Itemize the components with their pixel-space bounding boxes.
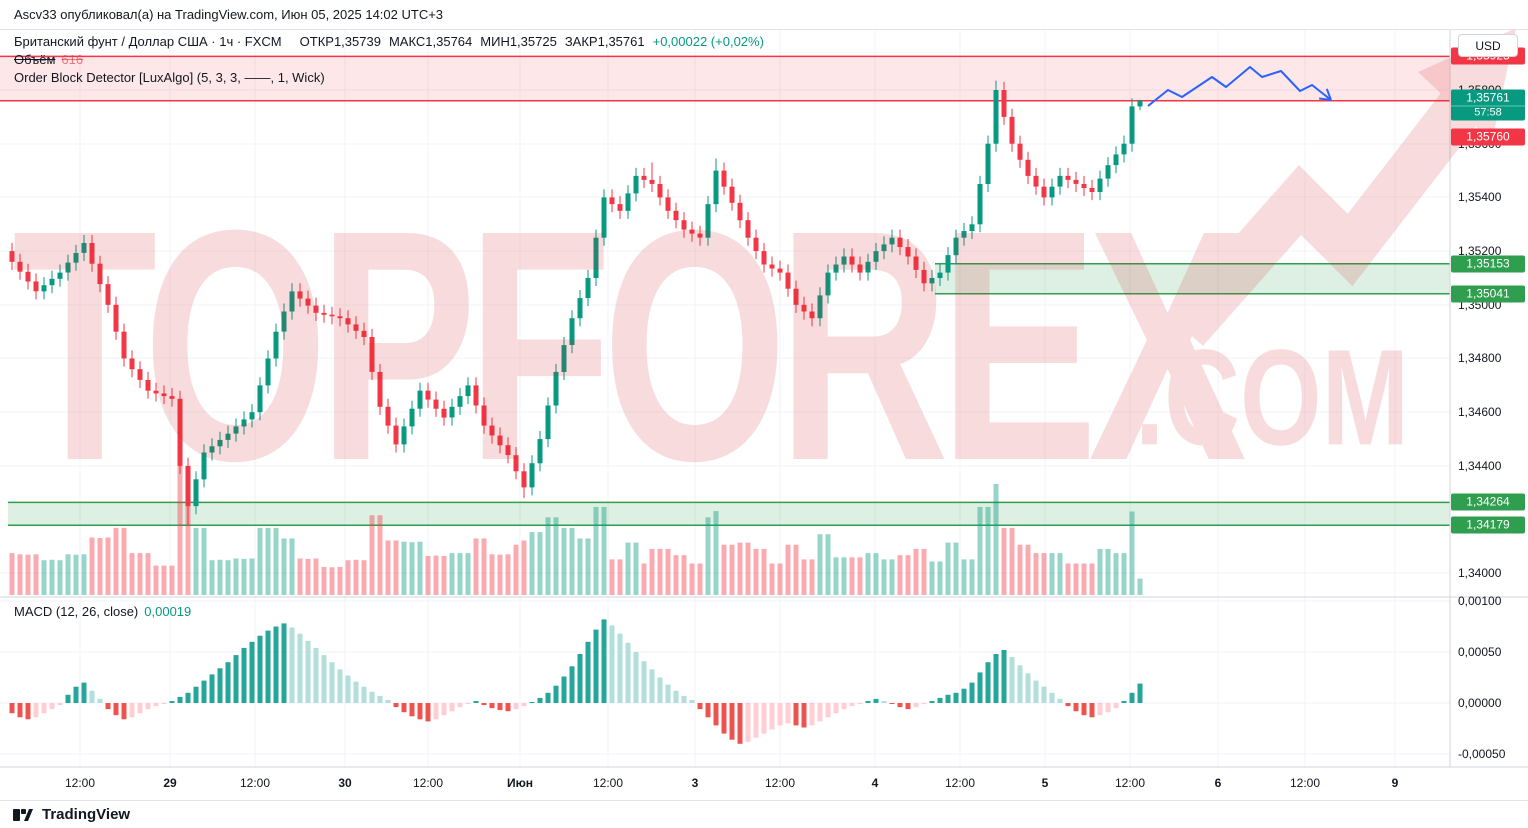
chart-legend: Британский фунт / Доллар США · 1ч · FXCM…	[14, 34, 764, 88]
high-label: МАКС	[388, 34, 426, 49]
high-value: 1,35764	[425, 34, 473, 49]
macd-indicator-row[interactable]: MACD (12, 26, close) 0,00019	[14, 604, 191, 619]
symbol-title[interactable]: Британский фунт / Доллар США · 1ч · FXCM	[14, 34, 282, 49]
close-value: 1,35761	[597, 34, 645, 49]
macd-indicator-value: 0,00019	[144, 604, 192, 619]
low-value: 1,35725	[509, 34, 557, 49]
open-label: ОТКР	[299, 34, 334, 49]
low-label: МИН	[480, 34, 510, 49]
grid-layer	[0, 30, 1450, 767]
change-value: +0,00022 (+0,02%)	[652, 34, 764, 49]
volume-indicator-row[interactable]: Объём 616	[14, 52, 764, 68]
volume-layer	[9, 465, 1143, 595]
symbol-row: Британский фунт / Доллар США · 1ч · FXCM…	[14, 34, 764, 50]
volume-indicator-label[interactable]: Объём	[14, 52, 56, 67]
currency-toggle-button[interactable]: USD	[1458, 34, 1518, 57]
macd-histogram-layer	[9, 619, 1143, 744]
order-block-indicator-label[interactable]: Order Block Detector [LuxAlgo] (5, 3, 3,…	[14, 70, 325, 85]
tradingview-logo-icon[interactable]	[12, 804, 34, 826]
candles-layer	[9, 80, 1143, 525]
pane-borders	[0, 30, 1528, 768]
order-block-zones-layer	[0, 55, 1450, 526]
macd-indicator-label[interactable]: MACD (12, 26, close)	[14, 604, 139, 619]
order-block-indicator-row[interactable]: Order Block Detector [LuxAlgo] (5, 3, 3,…	[14, 70, 764, 86]
attribution-text: Ascv33 опубликовал(а) на TradingView.com…	[14, 7, 444, 22]
tradingview-brand-text[interactable]: TradingView	[42, 806, 131, 823]
attribution-bar: Ascv33 опубликовал(а) на TradingView.com…	[0, 0, 1528, 30]
volume-indicator-value: 616	[61, 52, 84, 67]
footer-bar: TradingView	[0, 800, 1528, 828]
close-label: ЗАКР	[564, 34, 598, 49]
open-value: 1,35739	[333, 34, 381, 49]
